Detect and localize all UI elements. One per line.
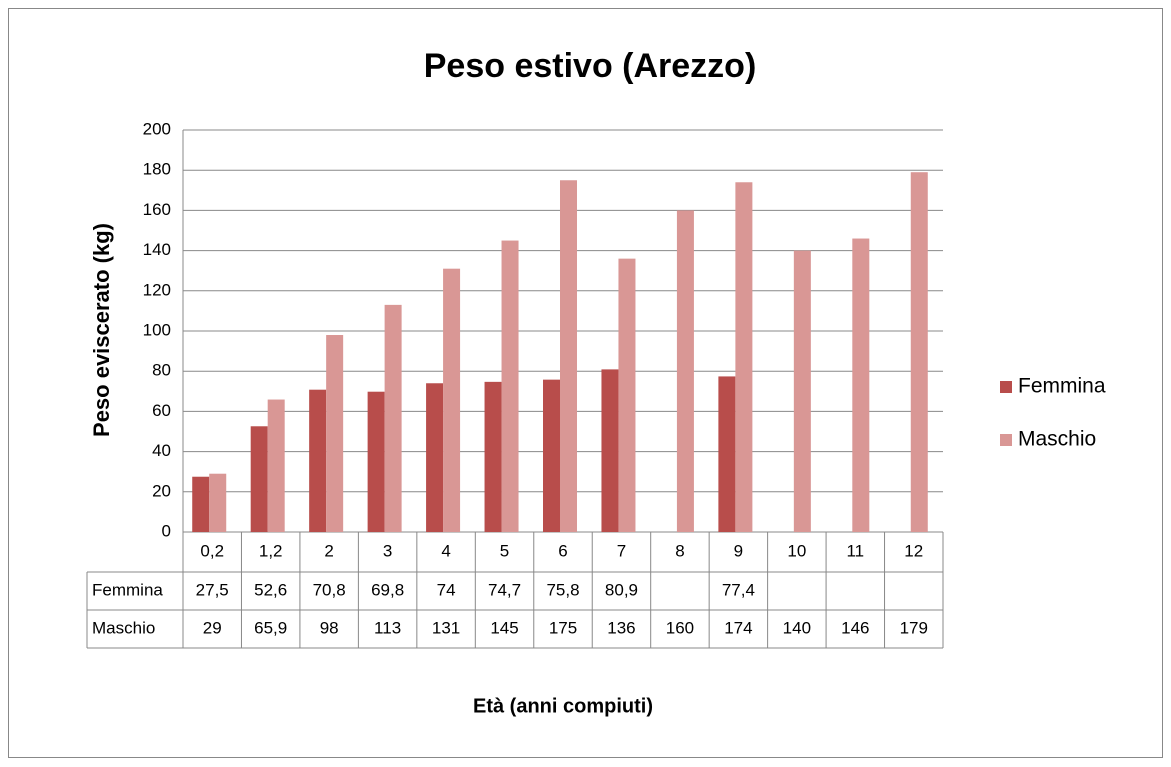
bar [484,381,502,532]
bar [618,258,636,532]
table-cell: 179 [900,618,928,637]
table-cell: 136 [607,618,635,637]
bar [852,238,870,533]
y-tick-label: 0 [162,521,171,540]
table-cell: 75,8 [546,580,579,599]
bar [543,379,560,532]
y-tick-label: 60 [152,401,171,420]
table-cell: 98 [320,618,339,637]
x-tick-label: 8 [675,541,684,560]
table-cell: 174 [724,618,752,637]
x-tick-label: 6 [558,541,567,560]
table-cell: 80,9 [605,580,638,599]
y-tick-label: 20 [152,481,171,500]
x-tick-label: 1,2 [259,541,283,560]
x-tick-label: 5 [500,541,509,560]
bar [676,210,694,532]
table-cell: 113 [374,618,401,637]
table-cell: 146 [841,618,869,637]
table-cell: 131 [432,618,460,637]
bar [367,391,385,532]
table-cell: 77,4 [722,580,755,599]
y-tick-label: 180 [143,160,171,179]
bar [560,180,577,532]
table-cell: 140 [783,618,811,637]
bar [735,182,753,532]
legend-swatch [1000,434,1012,446]
table-cell: 175 [549,618,577,637]
x-tick-label: 0,2 [200,541,224,560]
legend-label: Femmina [1018,375,1106,398]
bar [718,376,736,532]
chart-title: Peso estivo (Arezzo) [424,47,757,85]
bar [426,383,444,532]
y-tick-label: 160 [143,200,171,219]
y-tick-label: 40 [152,441,171,460]
table-cell: 145 [490,618,518,637]
bar [501,240,519,533]
table-row-label: Maschio [92,618,155,637]
bar [601,369,619,532]
table-cell: 69,8 [371,580,404,599]
y-axis-title: Peso eviscerato (kg) [89,223,114,437]
bar [192,476,210,532]
bar [309,389,327,532]
x-tick-label: 12 [904,541,923,560]
table-cell: 52,6 [254,580,287,599]
bar [267,399,285,532]
bar [793,250,811,532]
legend-label: Maschio [1018,428,1096,451]
legend-swatch [1000,381,1012,393]
table-row-label: Femmina [92,580,163,599]
x-tick-label: 10 [787,541,806,560]
chart-border [8,8,1163,758]
y-tick-label: 200 [143,119,171,138]
table-cell: 74,7 [488,580,521,599]
y-tick-label: 120 [143,280,171,299]
x-tick-label: 2 [324,541,333,560]
y-tick-label: 100 [143,320,171,339]
y-tick-label: 80 [152,361,171,380]
table-cell: 70,8 [313,580,346,599]
table-cell: 29 [203,618,222,637]
y-tick-label: 140 [143,240,171,259]
table-cell: 74 [437,580,456,599]
bar [910,172,928,532]
bar [326,335,344,532]
x-tick-label: 3 [383,541,392,560]
x-axis-title: Età (anni compiuti) [473,695,653,717]
x-tick-label: 4 [441,541,450,560]
x-tick-label: 7 [617,541,626,560]
x-tick-label: 9 [734,541,743,560]
bar [384,304,402,532]
table-cell: 160 [666,618,694,637]
x-tick-label: 11 [846,541,864,560]
bar [209,473,227,532]
bar [443,268,461,532]
table-cell: 27,5 [196,580,229,599]
bar [250,426,268,532]
table-cell: 65,9 [254,618,287,637]
